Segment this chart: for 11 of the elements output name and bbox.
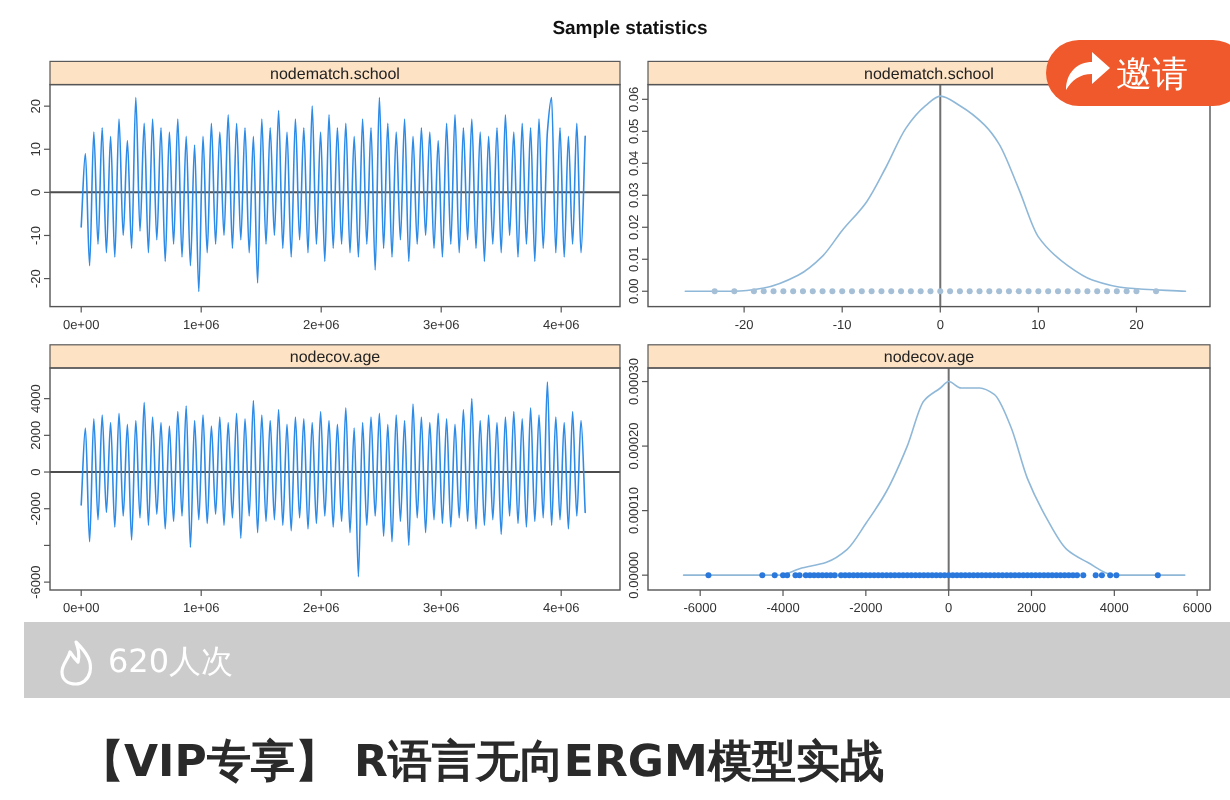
text: 【VIP专享】 R语言无向ERGM模型实战: [80, 736, 884, 788]
line-series: [682, 380, 1186, 576]
text: Sample statistics: [552, 18, 708, 40]
chart-title: nodecov.age: [289, 348, 382, 367]
chart-title: nodematch.school: [270, 64, 401, 83]
chart-title: nodecov.age: [883, 348, 976, 367]
line-series: [684, 95, 1187, 293]
line-series: [80, 96, 586, 293]
annotation: 邀请: [1116, 54, 1188, 96]
chart-title: nodematch.school: [864, 64, 995, 83]
line-series: [80, 381, 586, 578]
